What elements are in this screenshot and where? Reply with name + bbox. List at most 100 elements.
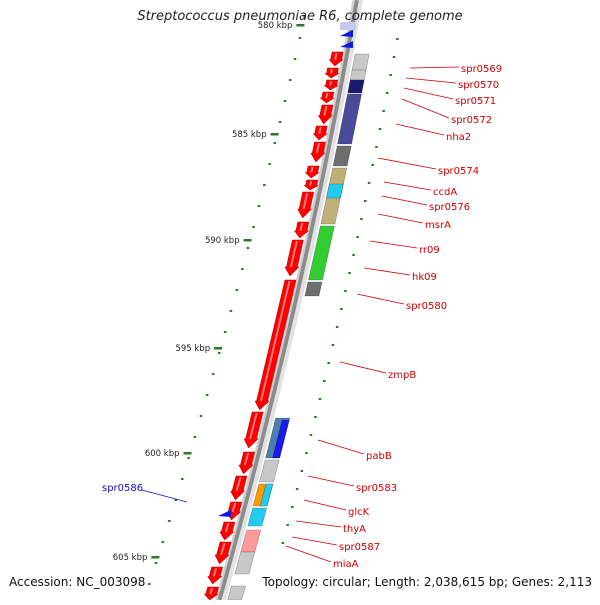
label-leader bbox=[285, 545, 332, 563]
inner-tick bbox=[378, 128, 382, 130]
blue-triangle-icon bbox=[340, 30, 353, 37]
outer-tick bbox=[174, 499, 178, 501]
inner-tick bbox=[327, 362, 330, 364]
outer-tick bbox=[161, 541, 164, 543]
outer-tick bbox=[273, 142, 277, 144]
inner-tick bbox=[382, 110, 385, 112]
label-leader bbox=[405, 77, 457, 84]
inner-tick bbox=[335, 326, 339, 328]
cog-box bbox=[259, 459, 280, 483]
gene-arrow bbox=[207, 566, 224, 585]
gene-arrow-highlight bbox=[325, 92, 329, 99]
blue-triangle-icon bbox=[218, 510, 231, 517]
outer-tick bbox=[263, 184, 266, 186]
outer-tick bbox=[154, 562, 158, 564]
inner-tick bbox=[371, 164, 374, 166]
gene-arrow-highlight bbox=[231, 502, 237, 513]
gene-arrow bbox=[254, 279, 297, 411]
inner-tick bbox=[389, 74, 392, 76]
gene-features bbox=[203, 51, 344, 601]
cog-box bbox=[349, 69, 367, 81]
outer-tick bbox=[168, 520, 171, 522]
inner-tick bbox=[360, 218, 363, 220]
outer-tick bbox=[298, 37, 302, 39]
outer-tick bbox=[205, 394, 209, 396]
gene-arrow bbox=[317, 104, 334, 125]
outer-tick bbox=[187, 457, 190, 459]
gene-arrow bbox=[243, 411, 264, 449]
outer-tick bbox=[246, 247, 250, 249]
outer-tick bbox=[293, 58, 297, 60]
inner-tick bbox=[318, 398, 322, 400]
inner-tick bbox=[392, 56, 396, 58]
inner-tick bbox=[295, 488, 299, 490]
cog-box bbox=[347, 79, 365, 94]
gene-arrow-highlight bbox=[323, 105, 328, 116]
gene-arrow-highlight bbox=[318, 126, 322, 134]
gene-arrow-highlight bbox=[330, 68, 333, 74]
topology-label: Topology: circular; Length: 2,038,615 bp… bbox=[262, 575, 592, 589]
label-leader bbox=[383, 181, 432, 191]
scale-tick bbox=[183, 452, 192, 455]
gene-label: ccdA bbox=[433, 187, 457, 198]
tick-marks bbox=[148, 16, 399, 585]
label-leader bbox=[377, 213, 424, 224]
gene-label: spr0570 bbox=[458, 80, 499, 91]
gene-arrow-highlight bbox=[260, 280, 291, 402]
highlight-gene-label: spr0586 bbox=[102, 483, 143, 494]
scale-label: 595 kbp bbox=[175, 344, 210, 354]
map-title: Streptococcus pneumoniae R6, complete ge… bbox=[137, 9, 463, 24]
gene-arrow-highlight bbox=[243, 452, 250, 466]
gene-arrow-highlight bbox=[329, 80, 333, 86]
cog-box bbox=[259, 483, 274, 507]
inner-tick bbox=[286, 524, 289, 526]
scale-label: 600 kbp bbox=[145, 449, 180, 459]
gene-arrow bbox=[284, 239, 304, 277]
backbone-line bbox=[217, 0, 359, 601]
cog-box bbox=[272, 419, 290, 459]
gene-label: spr0569 bbox=[461, 64, 502, 75]
gene-label: msrA bbox=[425, 220, 451, 231]
scale-tick bbox=[243, 239, 252, 242]
inner-tick bbox=[323, 380, 326, 382]
inner-tick bbox=[356, 236, 359, 238]
inner-tick bbox=[364, 200, 367, 202]
gene-arrow-highlight bbox=[299, 222, 304, 232]
scale-tick bbox=[151, 556, 160, 559]
scale-tick bbox=[214, 347, 223, 350]
gene-label: spr0583 bbox=[356, 483, 397, 494]
label-leader bbox=[395, 123, 445, 136]
cog-box bbox=[304, 281, 323, 297]
inner-tick bbox=[281, 542, 285, 544]
gene-arrow-highlight bbox=[309, 180, 313, 186]
outer-tick bbox=[148, 583, 151, 585]
label-leader bbox=[339, 361, 387, 374]
label-leader bbox=[303, 499, 347, 511]
inner-tick bbox=[291, 506, 294, 508]
cog-box bbox=[227, 585, 246, 601]
gene-labels: spr0569 spr0570 spr0571 spr0572 nha2 spr0574 c… bbox=[102, 64, 502, 570]
scale-label: 605 kbp bbox=[113, 553, 148, 563]
gene-label: thyA bbox=[343, 524, 366, 535]
gene-arrow-highlight bbox=[302, 192, 309, 210]
blue-triangle-icon bbox=[340, 41, 353, 48]
gene-arrow bbox=[219, 521, 236, 541]
scale-labels: 580 kbp 585 kbp 590 kbp 595 kbp 600 kbp 605 k… bbox=[113, 21, 305, 563]
gene-label: spr0576 bbox=[429, 202, 470, 213]
gene-label: spr0587 bbox=[339, 542, 380, 553]
inner-tick bbox=[385, 92, 389, 94]
gene-label: spr0574 bbox=[438, 166, 479, 177]
gene-arrow-highlight bbox=[224, 522, 230, 533]
inner-tick bbox=[331, 344, 335, 346]
gene-arrow-highlight bbox=[209, 587, 214, 595]
label-leader bbox=[381, 195, 428, 206]
label-leader bbox=[356, 293, 405, 305]
backbone-shadow bbox=[215, 0, 356, 601]
gene-arrow bbox=[238, 451, 256, 475]
cog-box bbox=[326, 183, 344, 199]
gene-arrow-highlight bbox=[212, 567, 218, 577]
gene-label: nha2 bbox=[446, 132, 471, 143]
outer-tick bbox=[199, 415, 203, 417]
cog-box bbox=[351, 53, 370, 71]
